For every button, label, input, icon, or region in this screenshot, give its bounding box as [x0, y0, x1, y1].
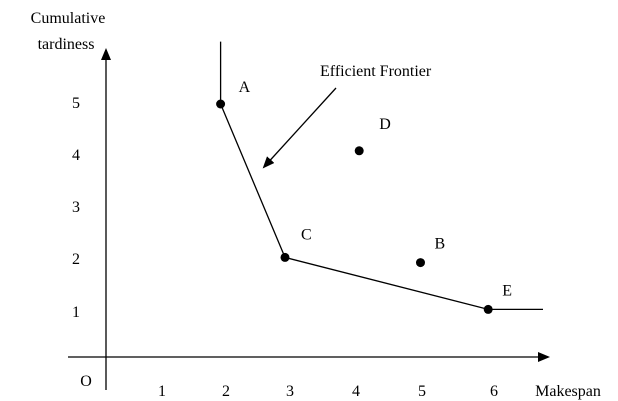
point-label-b: B — [435, 236, 446, 253]
y-axis-title-line2: tardiness — [38, 36, 95, 53]
y-tick-label: 1 — [72, 304, 80, 321]
x-tick-label: 2 — [222, 383, 230, 400]
point-label-e: E — [502, 282, 512, 299]
point-label-c: C — [301, 226, 312, 243]
y-tick-label: 2 — [72, 251, 80, 268]
y-tick-label: 3 — [72, 199, 80, 216]
efficient-frontier-line — [219, 41, 543, 311]
origin-label: O — [80, 373, 92, 390]
x-tick-label: 4 — [352, 383, 360, 400]
x-tick-label: 3 — [286, 383, 294, 400]
x-tick-label: 6 — [490, 383, 498, 400]
x-axis-title: Makespan — [535, 383, 601, 400]
data-point-d — [354, 146, 364, 156]
points-layer: A B C D E — [216, 79, 512, 314]
frontier-annotation-arrow — [262, 87, 337, 169]
y-tick-label: 5 — [72, 95, 80, 112]
x-tick-label: 5 — [418, 383, 426, 400]
data-point-e — [483, 304, 493, 314]
frontier-annotation-text: Efficient Frontier — [320, 63, 432, 80]
x-tick-label: 1 — [158, 383, 166, 400]
data-point-a — [216, 99, 226, 109]
data-point-c — [280, 252, 290, 262]
point-label-a: A — [239, 79, 251, 96]
point-label-d: D — [379, 116, 391, 133]
data-point-b — [416, 258, 425, 268]
y-axis-title-line1: Cumulative — [31, 10, 106, 27]
y-tick-label: 4 — [72, 147, 80, 164]
